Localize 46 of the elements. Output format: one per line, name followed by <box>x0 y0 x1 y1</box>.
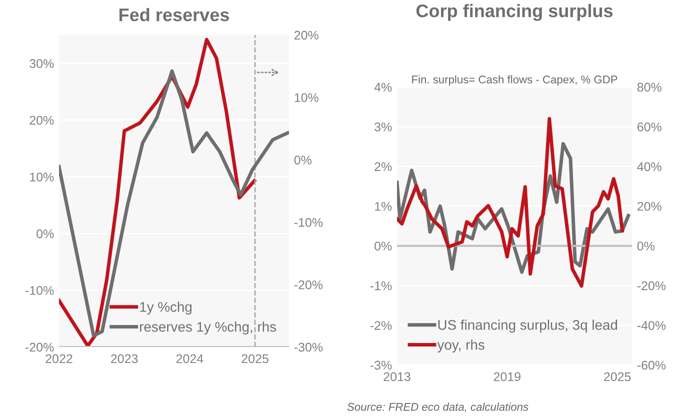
y2-tick-label: 20% <box>637 202 662 211</box>
y-tick-label: -2% <box>370 321 392 330</box>
y2-tick-label: 40% <box>637 162 662 172</box>
x-tick-label: 2024 <box>176 354 204 364</box>
y-tick-label: 10% <box>30 172 54 182</box>
x-tick-label: 2025 <box>242 354 268 364</box>
y2-tick-label: -30% <box>294 342 323 352</box>
y2-tick-label: -10% <box>294 218 323 227</box>
y-tick-label: 0% <box>36 229 54 238</box>
source-note: Source: FRED eco data, calculations <box>347 402 528 412</box>
y2-tick-label: 20% <box>294 30 318 40</box>
y-tick-label: -20% <box>26 342 54 352</box>
y2-tick-label: 60% <box>637 122 662 132</box>
chart-subtitle: Fin. surplus= Cash flows - Capex, % GDP <box>412 75 618 86</box>
y-tick-label: 20% <box>30 116 54 125</box>
x-tick-label: 2022 <box>46 354 72 364</box>
x-tick-label: 2025 <box>604 372 631 382</box>
y-tick-label: -1% <box>370 281 392 290</box>
y-tick-label: 30% <box>30 59 54 68</box>
y2-tick-label: 0% <box>637 242 654 251</box>
legend-label: US financing surplus, 3q lead <box>438 320 618 333</box>
y2-tick-label: -60% <box>637 360 666 370</box>
x-tick-label: 2023 <box>111 354 138 364</box>
y2-tick-label: 0% <box>294 156 312 164</box>
y2-tick-label: 80% <box>637 82 662 92</box>
y-tick-label: -3% <box>370 360 392 370</box>
chart-title: Corp financing surplus <box>416 4 613 21</box>
legend-label: 1y %chg <box>140 302 192 315</box>
y-tick-label: 2% <box>374 162 392 172</box>
line-series <box>59 38 256 347</box>
x-tick-label: 2019 <box>494 372 520 382</box>
y-tick-label: 3% <box>374 122 392 132</box>
legend-label: yoy, rhs <box>437 340 484 352</box>
y-tick-label: -10% <box>26 286 54 295</box>
y2-tick-label: -20% <box>637 281 666 290</box>
y2-tick-label: -40% <box>637 321 666 330</box>
y-tick-label: 4% <box>374 82 392 92</box>
legend-label: reserves 1y %chg, rhs <box>140 322 276 334</box>
y-tick-label: 0% <box>374 242 392 251</box>
y-tick-label: 1% <box>375 202 392 211</box>
x-tick-label: 2013 <box>384 372 410 382</box>
chart-title: Fed reserves <box>120 8 229 22</box>
line-series <box>397 117 624 288</box>
y2-tick-label: 10% <box>294 93 318 102</box>
y2-tick-label: -20% <box>294 280 323 290</box>
line-series <box>59 69 289 338</box>
